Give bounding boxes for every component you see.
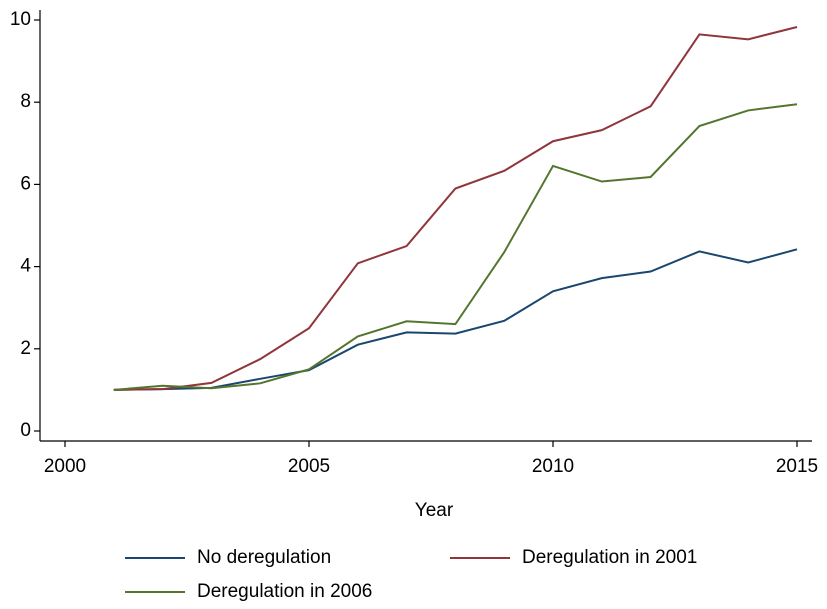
line-series	[113, 103, 798, 391]
legend-label: Deregulation in 2001	[522, 547, 697, 568]
x-tick-label: 2010	[532, 456, 574, 477]
y-tick-label: 10	[10, 9, 31, 30]
x-tick-label: 2000	[44, 456, 86, 477]
y-tick-label: 8	[20, 91, 31, 112]
line-series	[113, 26, 798, 391]
legend-label: No deregulation	[197, 547, 331, 568]
y-tick-label: 0	[20, 420, 31, 441]
legend-label: Deregulation in 2006	[197, 581, 372, 602]
x-tick-label: 2015	[776, 456, 818, 477]
y-tick-label: 6	[20, 173, 31, 194]
x-axis-title: Year	[415, 500, 454, 521]
line-series	[113, 248, 798, 391]
x-tick-label: 2005	[288, 456, 330, 477]
y-tick-label: 4	[20, 256, 31, 277]
y-tick-label: 2	[20, 338, 31, 359]
